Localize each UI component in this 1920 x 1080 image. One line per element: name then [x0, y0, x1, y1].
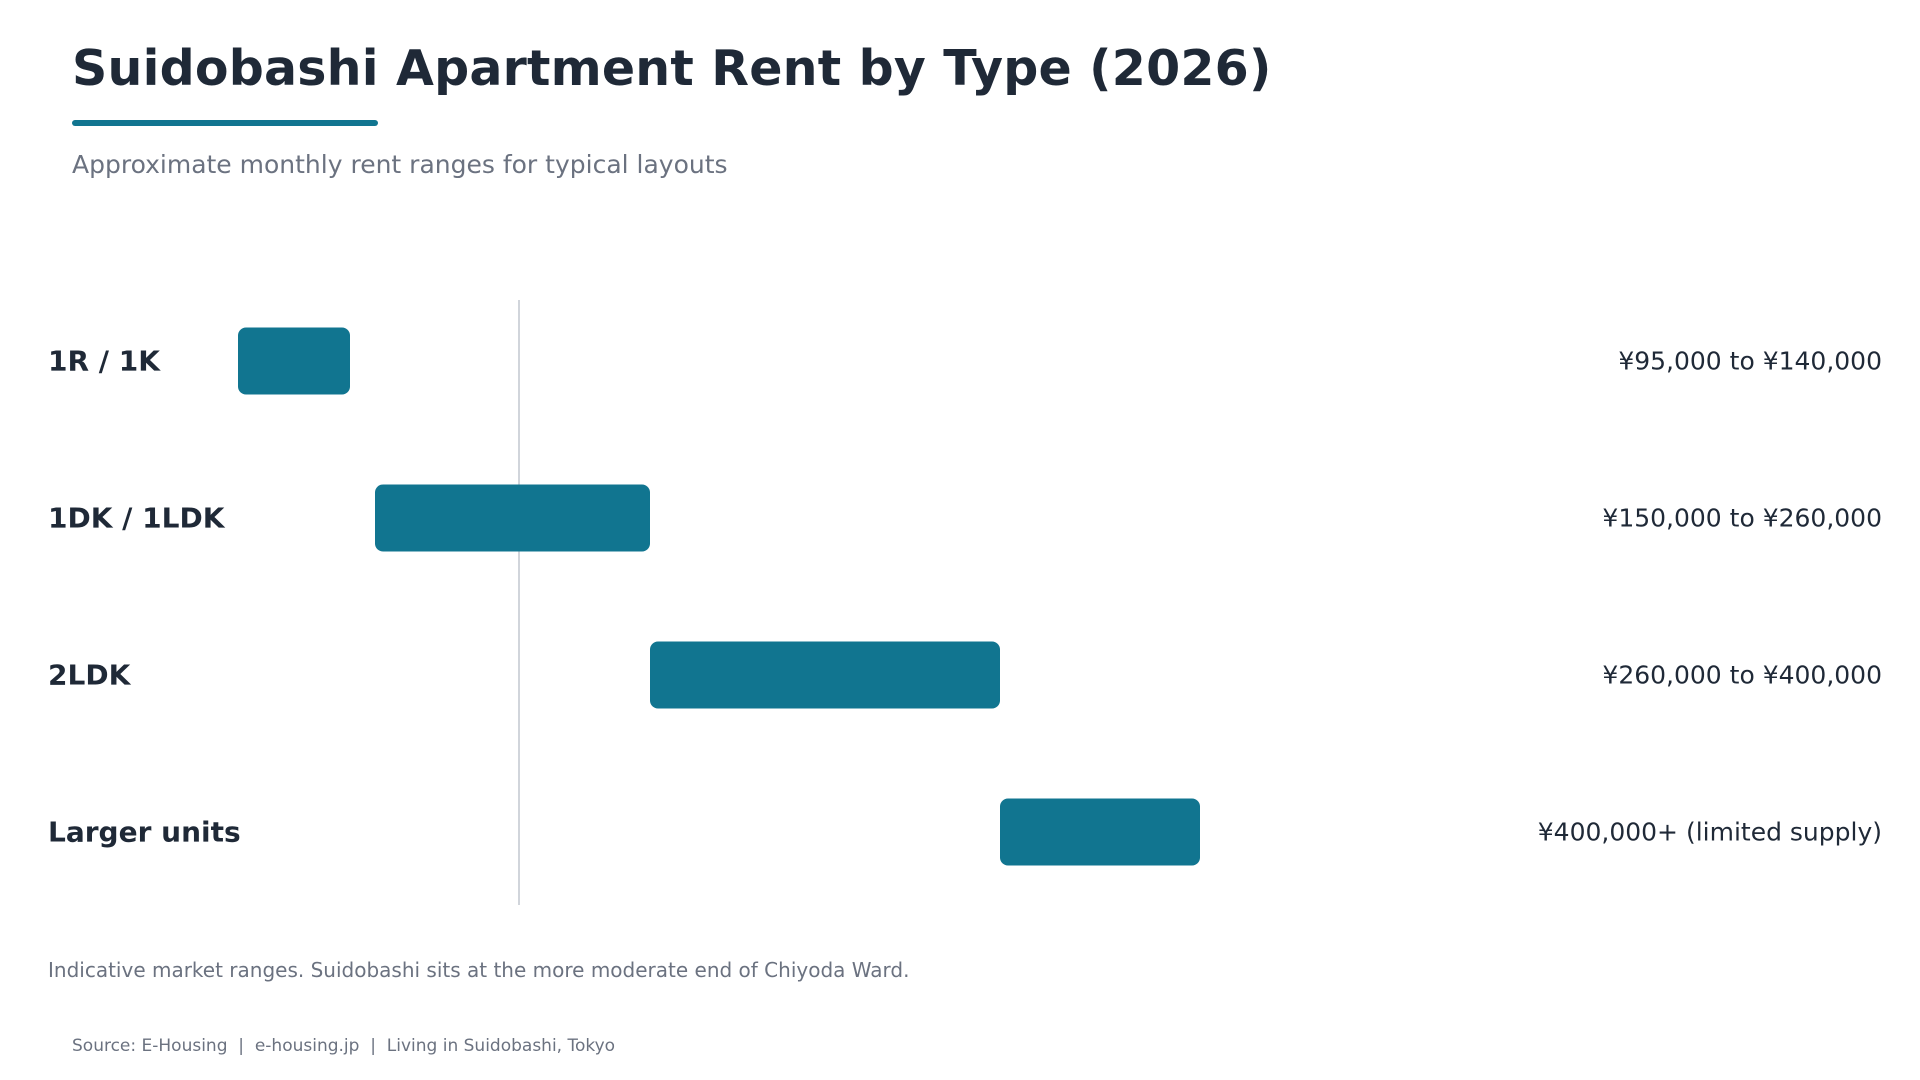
- range-bar-1r-1k: [237, 327, 350, 395]
- category-label-1dk-1ldk: 1DK / 1LDK: [48, 501, 225, 535]
- range-bar-larger-units: [1000, 798, 1200, 866]
- range-value-label-1dk-1ldk: ¥150,000 to ¥260,000: [1602, 503, 1882, 533]
- range-bar-2ldk: [650, 641, 1000, 709]
- chart-title: Suidobashi Apartment Rent by Type (2026): [72, 40, 1272, 97]
- axis-divider: [518, 300, 520, 905]
- category-label-2ldk: 2LDK: [48, 658, 131, 692]
- range-value-label-2ldk: ¥260,000 to ¥400,000: [1602, 660, 1882, 690]
- range-bar-1dk-1ldk: [375, 484, 650, 552]
- category-label-1r-1k: 1R / 1K: [48, 344, 160, 378]
- source-line: Source: E-Housing | e-housing.jp | Livin…: [72, 1036, 616, 1056]
- chart-subtitle: Approximate monthly rent ranges for typi…: [72, 150, 728, 179]
- footnote: Indicative market ranges. Suidobashi sit…: [48, 958, 910, 982]
- category-label-larger-units: Larger units: [48, 815, 241, 849]
- range-value-label-1r-1k: ¥95,000 to ¥140,000: [1618, 346, 1882, 376]
- range-value-label-larger-units: ¥400,000+ (limited supply): [1537, 817, 1882, 847]
- title-underline: [72, 120, 378, 126]
